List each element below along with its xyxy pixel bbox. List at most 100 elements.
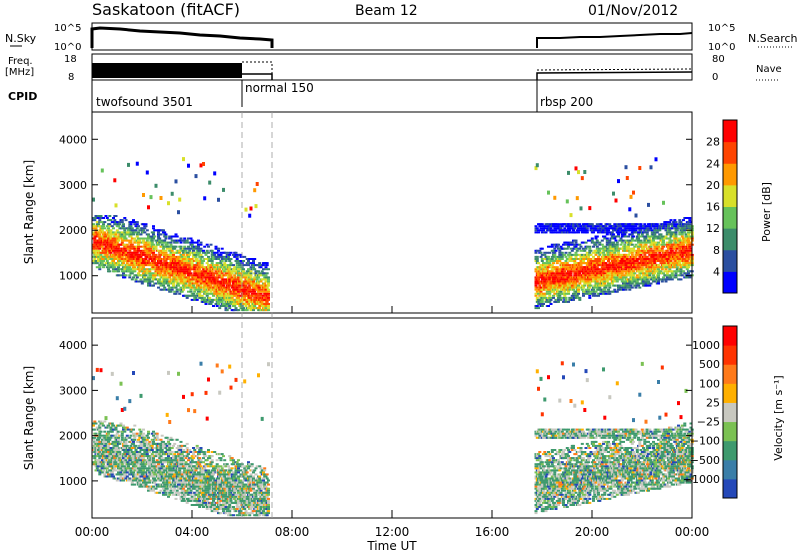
range-cell <box>104 215 108 217</box>
range-cell <box>605 237 609 240</box>
range-cell <box>149 258 153 260</box>
range-cell <box>603 235 607 238</box>
range-cell <box>603 288 607 291</box>
range-cell <box>630 286 634 289</box>
range-cell <box>150 241 154 244</box>
range-cell <box>538 284 542 287</box>
range-cell <box>102 223 105 226</box>
range-cell <box>535 227 539 230</box>
cpid-twofsound: twofsound 3501 <box>96 95 193 109</box>
range-cell <box>174 245 178 248</box>
range-cell <box>634 255 638 258</box>
range-cell <box>614 239 618 242</box>
range-cell <box>137 247 140 250</box>
range-cell <box>142 260 145 262</box>
range-cell <box>145 237 149 240</box>
range-cell <box>123 229 127 232</box>
range-cell <box>120 231 124 234</box>
range-cell <box>188 270 192 273</box>
range-cell <box>180 290 184 293</box>
range-cell <box>140 227 144 230</box>
range-cell <box>668 237 672 240</box>
range-cell <box>639 229 643 232</box>
range-cell <box>608 223 612 226</box>
range-cell <box>589 258 593 260</box>
range-cell <box>112 231 115 234</box>
range-cell <box>598 253 602 256</box>
range-cell <box>634 286 638 289</box>
range-cell <box>679 268 683 271</box>
range-cell <box>98 266 102 269</box>
range-cell <box>623 233 627 236</box>
range-cell <box>92 225 95 228</box>
range-cell <box>172 284 175 287</box>
range-cell <box>138 239 142 242</box>
range-cell <box>190 243 194 246</box>
range-cell <box>117 262 120 265</box>
range-cell <box>612 233 615 236</box>
power-data <box>92 157 694 312</box>
range-cell <box>120 221 124 224</box>
range-cell <box>680 274 684 277</box>
range-cell <box>567 300 570 303</box>
cpid-normal: normal 150 <box>245 81 314 95</box>
range-cell <box>93 217 97 219</box>
range-cell <box>657 282 660 285</box>
range-cell <box>660 249 664 252</box>
range-cell <box>132 231 135 234</box>
range-cell <box>102 260 105 262</box>
range-cell <box>639 223 643 226</box>
range-cell <box>640 270 644 273</box>
range-cell <box>124 233 128 236</box>
freq-unit: [MHz] <box>5 67 34 78</box>
range-cell <box>224 260 228 262</box>
range-cell <box>165 258 169 260</box>
range-cell <box>575 280 579 283</box>
range-cell <box>565 199 569 204</box>
range-cell <box>645 255 649 258</box>
range-cell <box>580 176 584 181</box>
range-cell <box>577 284 580 287</box>
range-cell <box>637 284 640 287</box>
range-cell <box>563 294 567 297</box>
range-cell <box>210 300 214 303</box>
range-cell <box>577 292 580 295</box>
range-cell <box>247 260 250 262</box>
range-cell <box>537 307 540 310</box>
range-cell <box>137 245 140 248</box>
range-cell <box>128 276 132 279</box>
range-cell <box>625 255 629 258</box>
range-cell <box>170 249 174 252</box>
range-cell <box>132 276 135 279</box>
range-cell <box>615 280 619 283</box>
range-cell <box>134 225 138 228</box>
range-cell <box>152 268 155 271</box>
range-cell <box>109 241 113 244</box>
range-cell <box>205 243 209 246</box>
range-cell <box>590 239 594 242</box>
range-cell <box>665 272 669 275</box>
range-cell <box>168 280 172 283</box>
range-cell <box>153 276 157 279</box>
range-cell <box>598 241 602 244</box>
range-cell <box>94 251 98 254</box>
range-cell <box>682 219 685 222</box>
range-cell <box>209 243 213 246</box>
range-cell <box>630 282 634 285</box>
range-cell <box>189 290 193 293</box>
range-cell <box>252 266 255 269</box>
range-cell <box>682 243 685 246</box>
range-cell <box>639 253 643 256</box>
range-cell <box>164 253 168 256</box>
range-cell <box>135 260 139 262</box>
range-cell <box>249 206 253 211</box>
range-cell <box>139 245 143 248</box>
nsky-panel: N.Sky 10^5 10^0 10^5 10^0 N.Search <box>5 22 798 53</box>
range-cell <box>637 247 640 250</box>
range-cell <box>137 231 140 234</box>
range-cell <box>222 284 225 287</box>
range-cell <box>552 294 555 297</box>
range-cell <box>573 260 577 262</box>
range-cell <box>108 225 112 228</box>
range-cell <box>129 223 133 226</box>
